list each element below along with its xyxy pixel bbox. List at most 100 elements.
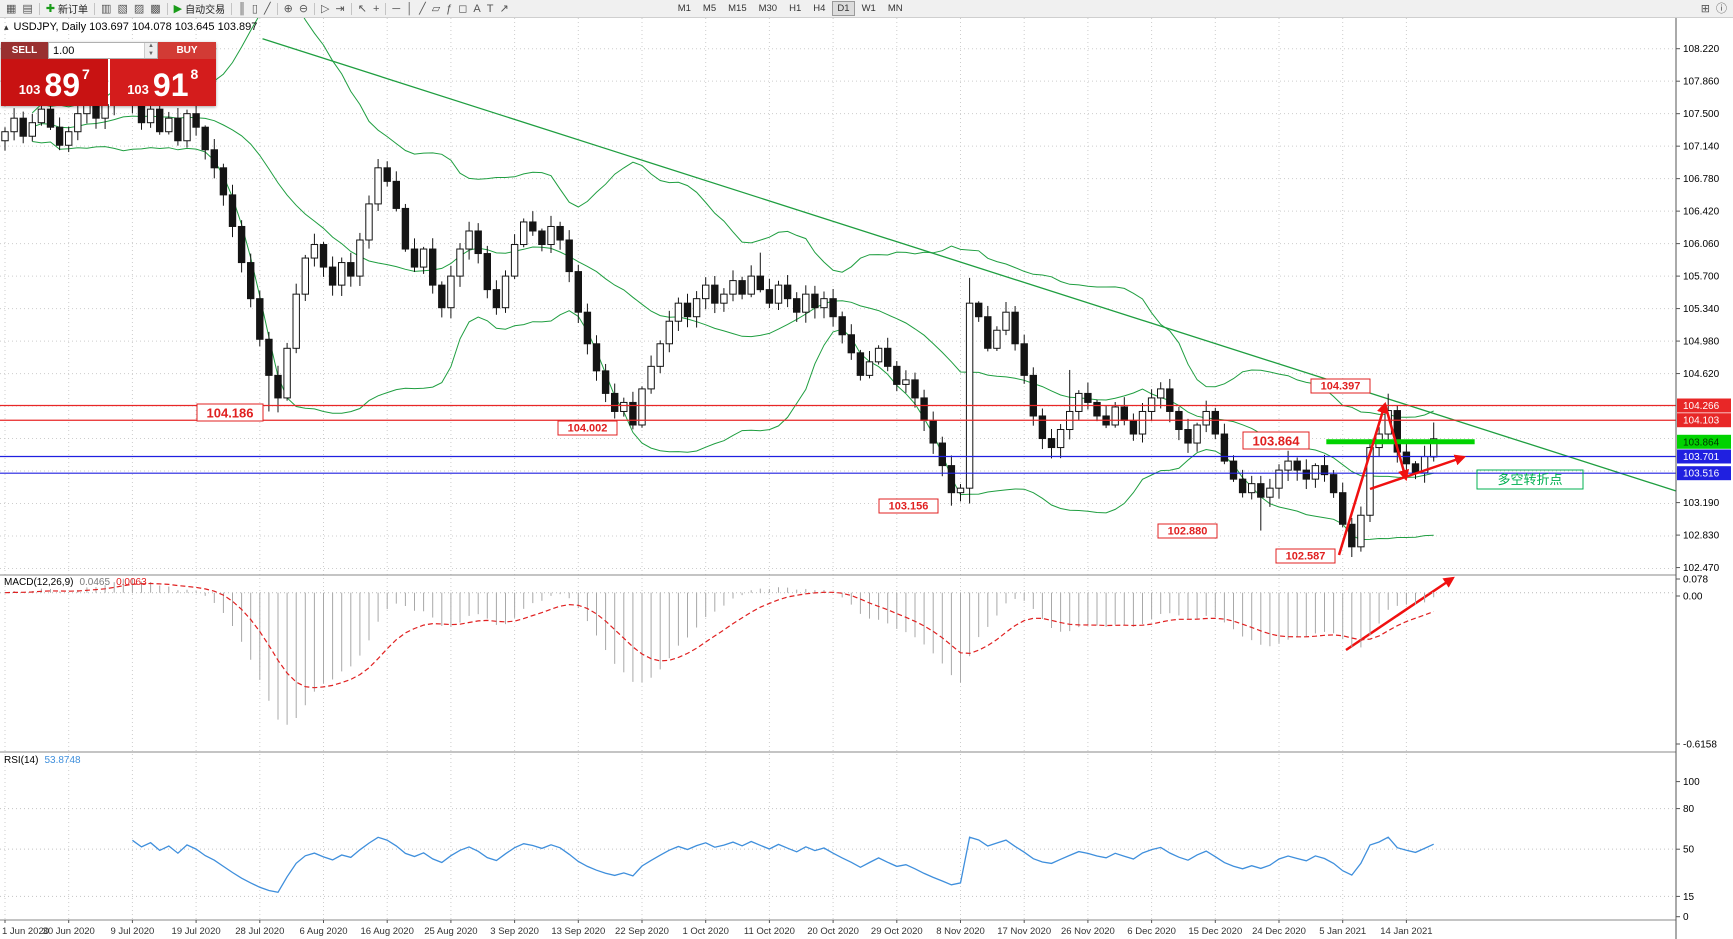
sell-price-bigfigure: 103 — [18, 82, 41, 97]
candle-body — [711, 284, 719, 304]
horizontal-line-icon[interactable]: ─ — [389, 1, 403, 17]
candle-body — [1157, 388, 1165, 399]
candle-body — [456, 248, 464, 277]
buy-price-button[interactable]: 103 91 8 — [109, 59, 216, 106]
price-scale-box[interactable] — [1677, 466, 1731, 481]
label-icon[interactable]: T — [484, 1, 497, 17]
annotation-arrow[interactable] — [1383, 403, 1409, 482]
timeframe-w1[interactable]: W1 — [861, 3, 876, 14]
line-chart-icon[interactable]: ╱ — [261, 1, 274, 17]
crosshair-icon[interactable]: + — [370, 1, 382, 17]
price-scale-box[interactable] — [1677, 413, 1731, 428]
chart-profiles-icon[interactable]: ▤ — [19, 1, 35, 17]
trendline-icon[interactable]: ╱ — [416, 1, 429, 17]
candle-body — [319, 244, 328, 268]
toolbox-icon: ▩ — [150, 2, 161, 15]
annotation-arrow[interactable] — [1345, 576, 1455, 652]
zoom-in-icon[interactable]: ⊕ — [281, 1, 296, 17]
candle-body — [137, 104, 146, 124]
candle-body — [574, 271, 582, 313]
price-scale-label: 108.220 — [1683, 44, 1720, 55]
rsi-scale-label: 50 — [1683, 845, 1695, 856]
volume-decrease-button[interactable]: ▼ — [145, 50, 157, 58]
timeframe-m1[interactable]: M1 — [677, 3, 691, 14]
price-scale-label: 102.830 — [1683, 531, 1720, 542]
candle-body — [702, 284, 710, 300]
add-window-icon[interactable]: ⊞ — [1698, 1, 1713, 17]
candle-body — [765, 289, 774, 304]
cursor-icon[interactable]: ↖ — [355, 1, 370, 17]
sell-button[interactable]: SELL — [1, 42, 48, 59]
price-label-box[interactable] — [196, 403, 264, 422]
vertical-line-icon[interactable]: │ — [403, 1, 416, 17]
price-label-box[interactable] — [557, 420, 618, 436]
price-label-box[interactable] — [1310, 378, 1371, 394]
price-scale-box[interactable] — [1677, 449, 1731, 464]
shapes-icon[interactable]: ◻ — [455, 1, 470, 17]
zoom-out-icon[interactable]: ⊖ — [296, 1, 311, 17]
descending-trendline[interactable] — [262, 38, 1676, 492]
date-label: 24 Dec 2020 — [1252, 926, 1306, 937]
buy-button[interactable]: BUY — [158, 42, 216, 59]
navigator-icon[interactable]: ▨ — [131, 1, 147, 17]
candle-body — [1075, 392, 1083, 412]
price-label-box[interactable] — [1157, 523, 1218, 539]
candle-body — [674, 302, 683, 322]
toolbar-separator — [166, 2, 168, 15]
candle-body — [265, 338, 273, 376]
candle-body — [219, 167, 228, 196]
candle-body — [929, 419, 937, 444]
candle-body — [1, 131, 9, 142]
annotation-arrow[interactable] — [1369, 454, 1467, 491]
sell-price-button[interactable]: 103 89 7 — [1, 59, 108, 106]
timeframe-m30[interactable]: M30 — [758, 3, 778, 14]
navigator-icon: ▨ — [133, 2, 145, 15]
help-icon[interactable]: ⓘ — [1713, 1, 1730, 17]
timeframe-d1[interactable]: D1 — [832, 1, 855, 16]
price-scale-box-label: 103.864 — [1683, 437, 1720, 448]
timeframe-h1[interactable]: H1 — [789, 3, 802, 14]
chart-window[interactable]: 104.186 104.002 103.156 102.880 102.587 104.3… — [0, 18, 1733, 939]
note-box[interactable] — [1476, 469, 1584, 490]
candle-body — [783, 284, 792, 300]
candle-body — [1238, 478, 1247, 494]
date-label: 19 Jul 2020 — [172, 926, 221, 937]
oneclick-toggle-icon[interactable]: ▴ — [4, 21, 9, 32]
toolbar-separator — [350, 2, 352, 15]
bar-chart-icon[interactable]: ║ — [235, 1, 249, 17]
auto-scroll-icon[interactable]: ▷ — [318, 1, 332, 17]
candle-body — [46, 108, 55, 128]
timeframe-mn[interactable]: MN — [887, 3, 903, 14]
price-scale-box[interactable] — [1677, 398, 1731, 413]
new-chart-icon[interactable]: ▦ — [3, 1, 19, 17]
chart-canvas[interactable]: 104.186 104.002 103.156 102.880 102.587 104.3… — [0, 18, 1733, 939]
symbol-info-line: ▴ USDJPY, Daily 103.697 104.078 103.645 … — [4, 21, 257, 33]
candle-body — [1120, 406, 1128, 421]
market-watch-icon[interactable]: ▥ — [98, 1, 114, 17]
chart-shift-icon[interactable]: ⇥ — [333, 1, 348, 17]
annotation-arrow[interactable] — [1337, 401, 1388, 556]
timeframe-h4[interactable]: H4 — [813, 3, 826, 14]
price-label-box[interactable] — [878, 498, 939, 514]
volume-input[interactable] — [49, 43, 144, 58]
one-click-header: SELL ▲ ▼ BUY — [1, 42, 216, 59]
date-label: 29 Oct 2020 — [871, 926, 923, 937]
price-scale-box[interactable] — [1677, 434, 1731, 449]
price-label-box[interactable] — [1275, 548, 1336, 564]
toolbox-icon[interactable]: ▩ — [147, 1, 163, 17]
price-label-box[interactable] — [1242, 431, 1310, 450]
volume-increase-button[interactable]: ▲ — [145, 43, 157, 51]
candle-body — [1293, 460, 1301, 471]
data-window-icon[interactable]: ▧ — [114, 1, 130, 17]
arrow-object-icon[interactable]: ↗ — [497, 1, 512, 17]
timeframe-m15[interactable]: M15 — [728, 3, 747, 14]
algo-trading-button[interactable]: ▶ 自动交易 — [171, 1, 228, 17]
text-icon[interactable]: A — [470, 1, 483, 17]
candlestick-chart-icon[interactable]: ▯ — [249, 1, 261, 17]
channel-icon[interactable]: ▱ — [429, 1, 443, 17]
timeframe-m5[interactable]: M5 — [702, 3, 717, 14]
toolbar-separator — [385, 2, 387, 15]
new-order-button[interactable]: ✚ 新订单 — [43, 1, 91, 17]
fibonacci-icon[interactable]: ƒ — [443, 1, 455, 17]
macd-indicator-title: MACD(12,26,9) 0.0465 0.0063 — [4, 577, 147, 588]
